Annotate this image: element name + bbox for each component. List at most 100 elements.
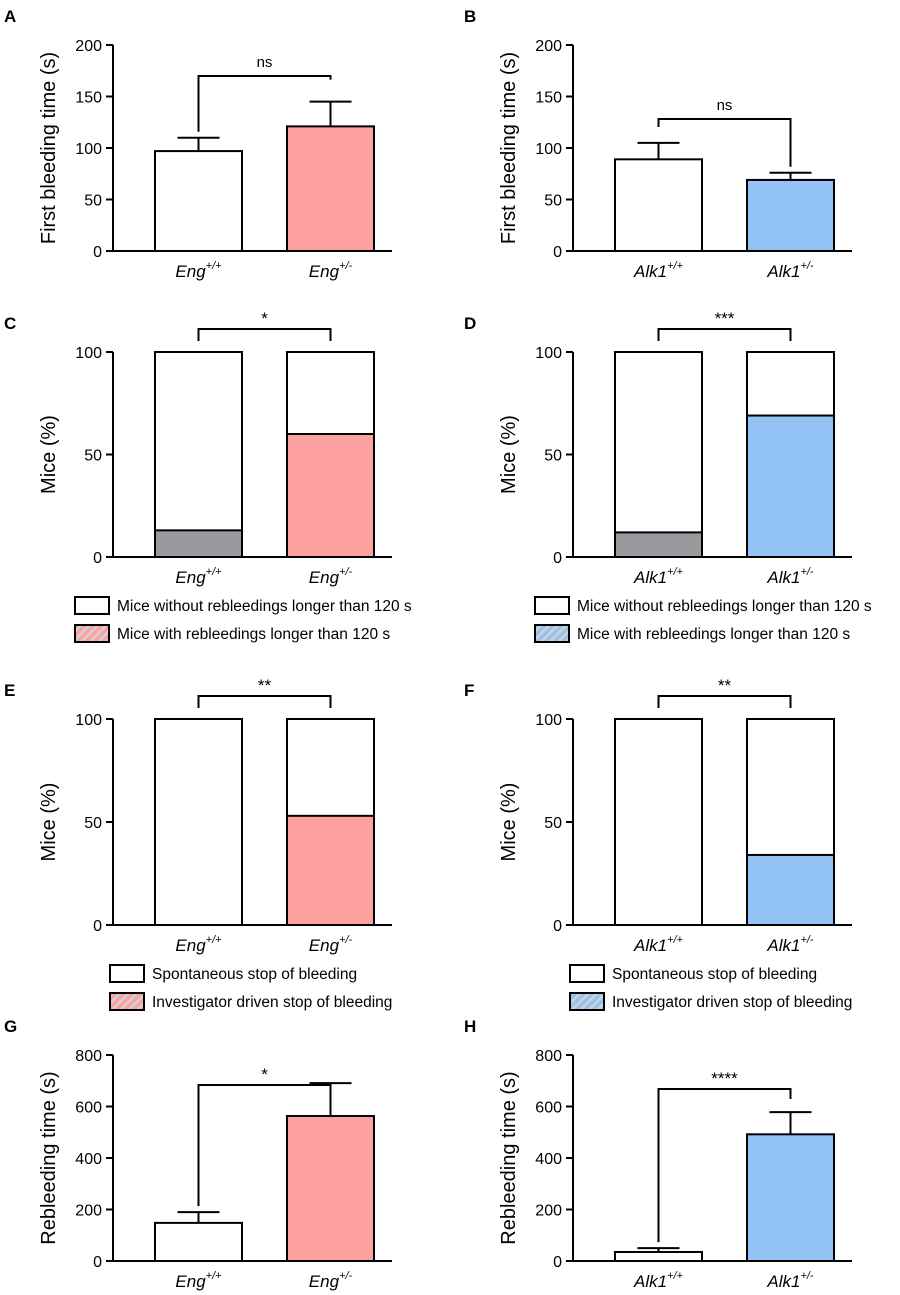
legend-swatch-hatched (109, 992, 145, 1011)
significance-label: ** (718, 676, 732, 695)
legend-label: Investigator driven stop of bleeding (152, 994, 392, 1011)
legend-swatch-hatched (74, 624, 110, 643)
x-category-label: Alk1+/+ (633, 934, 684, 955)
y-tick-label: 400 (75, 1151, 102, 1168)
x-category-sup: +/+ (206, 260, 222, 272)
significance-bracket (657, 328, 792, 341)
y-axis-title: First bleeding time (s) (498, 52, 520, 244)
bar (154, 150, 243, 252)
panel-letter: A (4, 7, 16, 26)
y-tick-label: 800 (75, 1048, 102, 1065)
x-category-sup: +/- (339, 1270, 352, 1282)
y-tick-label: 150 (535, 90, 562, 107)
y-tick-label: 200 (535, 38, 562, 55)
y-tick-label: 400 (535, 1151, 562, 1168)
bar (614, 158, 703, 252)
x-category-label: Eng+/- (309, 1270, 353, 1291)
y-tick-label: 50 (544, 815, 562, 832)
panel-b: B 0 50 100 150 200 First bleeding time (s) Alk1… (464, 7, 852, 281)
y-axis-title: Mice (%) (498, 415, 520, 494)
bar (746, 178, 835, 252)
x-category-base: Alk1 (633, 568, 667, 587)
x-category-sup: +/- (800, 260, 813, 272)
y-tick-label: 50 (544, 193, 562, 210)
x-category-sup: +/- (339, 260, 352, 272)
x-category-label: Eng+/+ (175, 566, 222, 587)
panel-letter: D (464, 314, 476, 333)
y-axis-title: Rebleeding time (s) (498, 1071, 520, 1244)
x-category-base: Eng (309, 1272, 340, 1291)
x-category-sup: +/+ (206, 934, 222, 946)
x-category-base: Alk1 (766, 1272, 800, 1291)
bar-segment (154, 529, 243, 558)
y-tick-label: 100 (535, 712, 562, 729)
x-category-sup: +/+ (667, 260, 683, 272)
bar-total (154, 351, 243, 558)
x-category-base: Eng (309, 936, 340, 955)
y-tick-label: 50 (84, 815, 102, 832)
y-tick-label: 50 (544, 448, 562, 465)
significance-bracket (657, 695, 792, 708)
y-tick-label: 0 (553, 918, 562, 935)
legend-swatch-white (534, 596, 570, 615)
x-category-label: Eng+/+ (175, 934, 222, 955)
significance-bracket (197, 328, 332, 341)
bar-segment (286, 814, 375, 927)
y-tick-label: 0 (93, 244, 102, 261)
significance-label: ns (717, 97, 733, 114)
legend-swatch-hatched (569, 992, 605, 1011)
bar (154, 1221, 243, 1263)
y-tick-label: 0 (93, 550, 102, 567)
y-axis-title: Mice (%) (38, 415, 60, 494)
y-tick-label: 100 (75, 141, 102, 158)
x-category-base: Alk1 (766, 936, 800, 955)
bar-total (154, 718, 243, 926)
x-category-label: Eng+/- (309, 934, 353, 955)
x-category-sup: +/+ (667, 934, 683, 946)
y-tick-label: 600 (75, 1100, 102, 1117)
x-category-sup: +/+ (667, 566, 683, 578)
x-category-sup: +/+ (206, 1270, 222, 1282)
panel-letter: C (4, 314, 16, 333)
x-category-base: Alk1 (633, 936, 667, 955)
x-category-base: Eng (309, 568, 340, 587)
y-tick-label: 200 (75, 1203, 102, 1220)
y-tick-label: 50 (84, 448, 102, 465)
x-category-base: Alk1 (633, 262, 667, 281)
x-category-label: Eng+/- (309, 566, 353, 587)
y-tick-label: 100 (75, 345, 102, 362)
x-category-sup: +/- (339, 934, 352, 946)
legend-label: Spontaneous stop of bleeding (612, 966, 817, 983)
bar-total (614, 718, 703, 926)
x-category-sup: +/- (800, 566, 813, 578)
bar-segment (614, 531, 703, 559)
panel-letter: G (4, 1017, 17, 1036)
x-category-label: Alk1+/- (766, 566, 814, 587)
x-category-base: Eng (175, 262, 206, 281)
x-category-sup: +/+ (667, 1270, 683, 1282)
legend-swatch-white (569, 964, 605, 983)
x-category-sup: +/- (800, 1270, 813, 1282)
bar-segment (286, 433, 375, 558)
legend-label: Spontaneous stop of bleeding (152, 966, 357, 983)
x-category-base: Alk1 (766, 262, 800, 281)
x-category-base: Eng (175, 1272, 206, 1291)
y-tick-label: 0 (553, 550, 562, 567)
x-category-label: Alk1+/+ (633, 260, 684, 281)
y-tick-label: 100 (535, 141, 562, 158)
significance-bracket (197, 695, 332, 708)
y-tick-label: 0 (553, 244, 562, 261)
y-axis-title: Mice (%) (38, 783, 60, 862)
bar-total (614, 351, 703, 558)
bar (614, 1250, 703, 1263)
legend-swatch-hatched (534, 624, 570, 643)
y-axis-title: First bleeding time (s) (38, 52, 60, 244)
bar (746, 1133, 835, 1263)
legend-label: Mice with rebleedings longer than 120 s (117, 626, 390, 643)
